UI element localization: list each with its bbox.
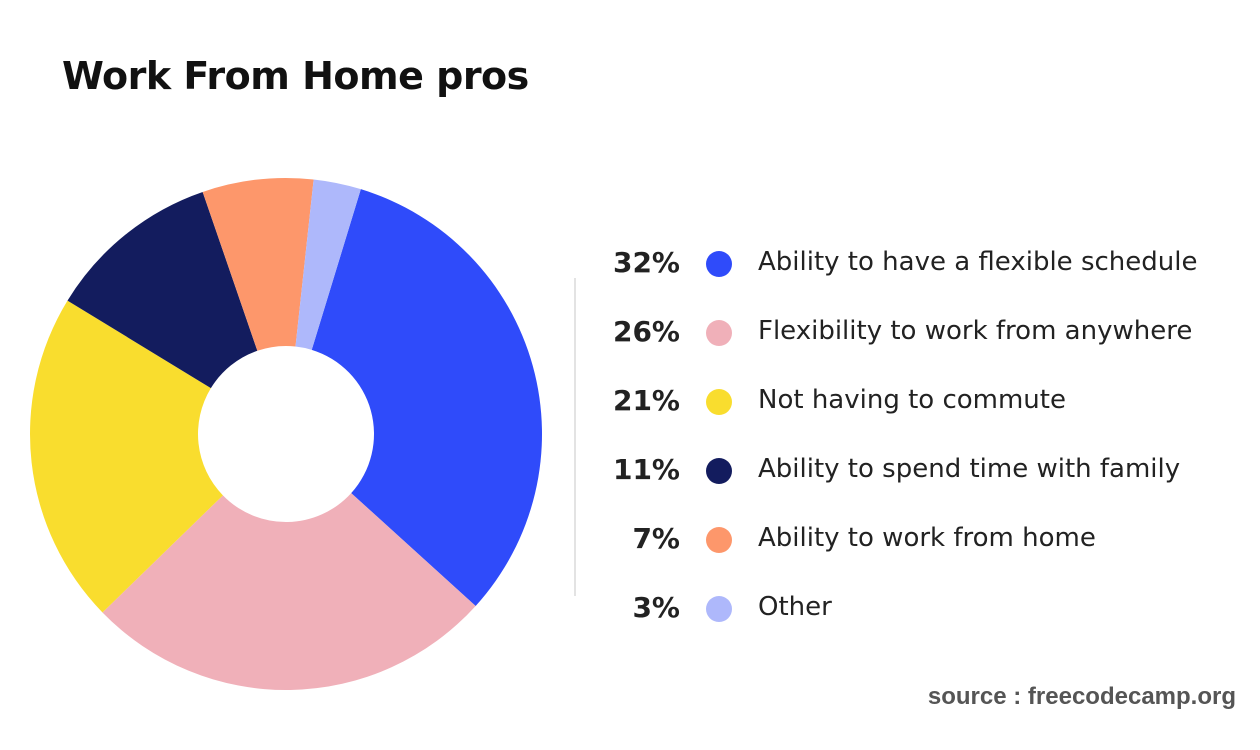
legend-percent: 3% [632,591,680,624]
chart-legend: 32% Ability to have a flexible schedule 26… [590,232,1250,646]
chart-title: Work From Home pros [62,54,529,98]
legend-percent: 21% [612,384,680,417]
donut-slice [295,179,361,350]
legend-item: 32% Ability to have a flexible schedule [590,232,1250,301]
legend-swatch [706,320,732,346]
donut-slice [202,178,314,351]
legend-label: Ability to spend time with family [758,454,1181,484]
legend-item: 26% Flexibility to work from anywhere [590,301,1250,370]
legend-swatch [706,389,732,415]
donut-slice [311,189,542,606]
legend-item: 21% Not having to commute [590,370,1250,439]
legend-divider [574,278,576,596]
legend-swatch [706,251,732,277]
legend-swatch [706,596,732,622]
legend-percent: 32% [612,246,680,279]
donut-slice [102,493,476,690]
legend-swatch [706,527,732,553]
legend-label: Not having to commute [758,385,1066,415]
legend-label: Other [758,592,832,622]
source-note: source : freecodecamp.org [927,683,1236,710]
legend-percent: 11% [612,453,680,486]
legend-item: 3% Other [590,577,1250,646]
legend-percent: 26% [612,315,680,348]
legend-item: 7% Ability to work from home [590,508,1250,577]
legend-label: Ability to have a flexible schedule [758,247,1198,277]
legend-label: Ability to work from home [758,523,1096,553]
legend-label: Flexibility to work from anywhere [758,316,1193,346]
donut-slice [67,191,258,389]
donut-slice [29,300,223,613]
legend-percent: 7% [632,522,680,555]
legend-swatch [706,458,732,484]
donut-chart [29,178,542,690]
legend-item: 11% Ability to spend time with family [590,439,1250,508]
